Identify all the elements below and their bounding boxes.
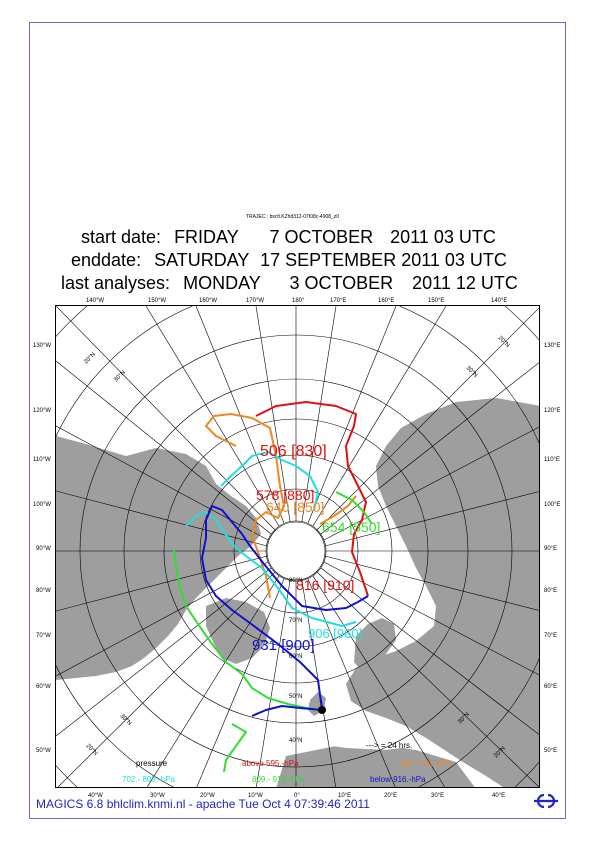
start-date: 7 OCTOBER	[269, 227, 374, 247]
end-date: 17 SEPTEMBER 2011 03 UTC	[260, 250, 507, 270]
analysis-line: last analyses: MONDAY 3 OCTOBER 2011 12 …	[61, 273, 518, 294]
trajectory-label-red-2: 578 [880]	[256, 487, 314, 503]
lon-label-bottom: 10°W	[248, 793, 263, 799]
legend-time-step: ---> = 24 hrs.	[366, 741, 412, 750]
trajectory-label-red: 506 [830]	[260, 443, 327, 460]
legend-below: below 916.-hPa	[370, 775, 426, 784]
trajectory-label-green: 654 [550]	[322, 519, 380, 535]
lat-label: 80°N	[289, 578, 302, 584]
lon-label-bottom: 0°	[294, 793, 300, 799]
lon-label-top: 140°W	[86, 298, 105, 304]
meridians	[56, 306, 539, 787]
lon-label-top: 160°E	[378, 298, 395, 304]
lon-label-bottom: 20°W	[200, 793, 215, 799]
lat-label: 20°N	[497, 335, 511, 349]
lon-label-left: 90°W	[36, 546, 51, 552]
lon-label-top: 170°E	[330, 298, 347, 304]
lon-label-left: 120°W	[33, 408, 52, 414]
pole-cap	[266, 521, 326, 581]
lon-label-top: 150°E	[428, 298, 445, 304]
page-frame	[29, 22, 566, 819]
lat-label: 40°N	[289, 738, 302, 744]
lon-label-bottom: 30°E	[431, 793, 445, 799]
lon-label-left: 130°W	[33, 343, 52, 349]
analysis-label: last analyses:	[61, 273, 171, 293]
lat-label: 70°N	[289, 618, 302, 624]
lon-label-right: 80°E	[544, 588, 558, 594]
end-day: SATURDAY	[154, 250, 250, 270]
trajectory-blue-3	[251, 705, 323, 717]
trajectories	[173, 401, 373, 773]
lon-label-left: 70°W	[36, 633, 51, 639]
lon-label-right: 110°E	[544, 457, 560, 463]
trajectory-cyan	[185, 511, 357, 627]
start-label: start date:	[81, 227, 162, 247]
lon-label-right: 100°E	[544, 502, 561, 508]
lon-label-left: 60°W	[36, 684, 51, 690]
lat-label: 60°N	[289, 654, 302, 660]
analysis-date: 3 OCTOBER	[289, 273, 394, 293]
lon-label-bottom: 40°W	[88, 793, 103, 799]
lat-label: 50°N	[289, 694, 302, 700]
trajectory-orange	[205, 413, 285, 599]
trajectory-label-orange: 640 [850]	[266, 499, 324, 515]
lon-label-left: 100°W	[33, 502, 52, 508]
trajectory-label-cyan: 906 [960]	[308, 626, 362, 641]
lon-label-left: 110°W	[33, 457, 51, 463]
lon-label-right: 60°E	[544, 684, 558, 690]
lon-label-top: 150°W	[148, 298, 167, 304]
trajectory-green-2	[223, 723, 247, 773]
lat-label: 20°N	[83, 352, 97, 366]
lon-label-right: 70°E	[544, 633, 558, 639]
legend-range-green: 809.- 916.-hPa	[252, 775, 305, 784]
trajectory-green	[173, 549, 323, 711]
ecmwf-logo-icon	[534, 793, 558, 809]
trajectory-blue	[205, 505, 369, 611]
lon-label-left: 50°W	[36, 748, 51, 754]
lon-label-right: 50°E	[544, 748, 558, 754]
start-day: FRIDAY	[174, 227, 239, 247]
legend-pressure-label: pressure	[136, 759, 168, 768]
analysis-time: 2011 12 UTC	[412, 273, 518, 293]
end-label: enddate:	[71, 250, 142, 270]
trajectory-green-3	[335, 491, 373, 525]
legend-range-cyan: 702.- 809.-hPa	[122, 775, 175, 784]
lon-label-top: 170°W	[246, 298, 265, 304]
lon-label-bottom: 20°E	[384, 793, 398, 799]
trajectory-blue-2	[201, 537, 323, 711]
start-line: start date: FRIDAY 7 OCTOBER 2011 03 UTC	[81, 227, 496, 248]
land	[56, 398, 539, 787]
start-time: 2011 03 UTC	[390, 227, 496, 247]
lat-label: 30°N	[465, 365, 479, 379]
lon-label-right: 130°E	[544, 343, 561, 349]
file-tag: TRAJEC : bsclt.KZhd312-07t08c-4908_z0	[246, 214, 340, 220]
lon-label-bottom: 10°E	[338, 793, 352, 799]
analysis-day: MONDAY	[183, 273, 261, 293]
lon-label-top: 140°E	[491, 298, 508, 304]
trajectory-label-red-3: 816 [910]	[296, 577, 354, 593]
lat-label: 20°N	[85, 743, 99, 757]
end-line: enddate: SATURDAY 17 SEPTEMBER 2011 03 U…	[71, 250, 507, 271]
legend-above: above 595.-hPa	[242, 759, 299, 768]
footer-credit: MAGICS 6.8 bhlclim.knmi.nl - apache Tue …	[36, 797, 370, 811]
lon-label-top: 180°	[292, 298, 305, 304]
trajectory-cyan-2	[220, 451, 319, 511]
lon-label-bottom: 30°W	[150, 793, 165, 799]
lon-label-left: 80°W	[36, 588, 51, 594]
lon-label-bottom: 40°E	[492, 793, 506, 799]
lon-label-top: 160°W	[199, 298, 218, 304]
trajectory-label-blue: 931 [900]	[252, 637, 315, 654]
trajectory-red	[255, 401, 369, 597]
origin-marker	[318, 706, 326, 714]
polar-map: 506 [830] 578 [880] 640 [850] 654 [550] …	[55, 305, 540, 788]
lon-label-right: 120°E	[544, 408, 561, 414]
legend-range-orange: 595.- 702.-hPa	[399, 759, 452, 768]
lon-label-right: 90°E	[544, 546, 558, 552]
